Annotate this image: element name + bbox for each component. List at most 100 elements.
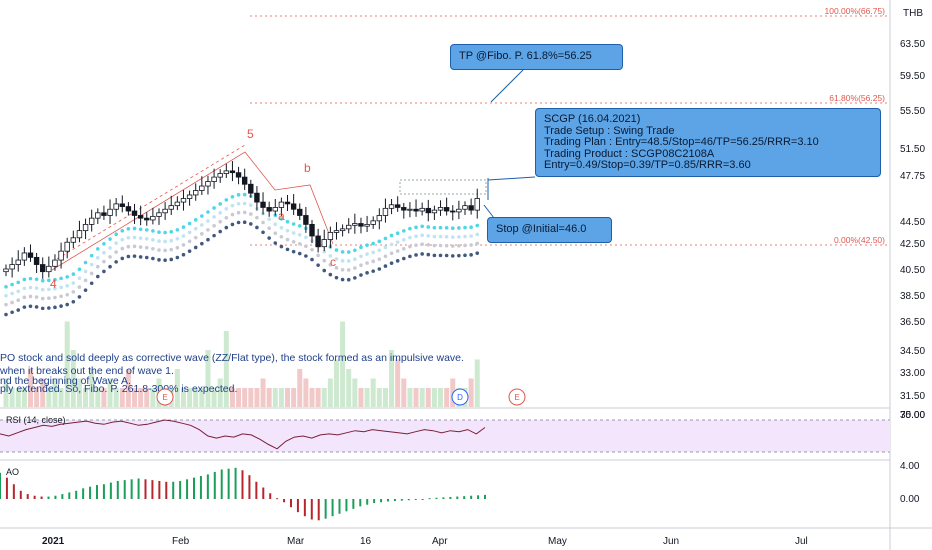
volume-bar xyxy=(193,388,199,407)
candle-body xyxy=(290,203,297,210)
ao-bar xyxy=(290,499,292,508)
volume-bar xyxy=(401,378,407,407)
volume-bar xyxy=(468,378,474,407)
volume-bar xyxy=(113,388,119,407)
ao-bar xyxy=(40,496,43,499)
ma-dot xyxy=(200,232,204,236)
ao-bar xyxy=(484,494,486,499)
ma-dot xyxy=(334,275,339,280)
event-marker[interactable]: D xyxy=(451,388,469,406)
ao-bar xyxy=(151,480,154,499)
candle-body xyxy=(235,172,242,178)
volume-bar xyxy=(254,388,260,407)
ma-dot xyxy=(346,268,351,272)
trade-setup-callout[interactable]: SCGP (16.04.2021) Trade Setup : Swing Tr… xyxy=(535,108,881,177)
candle-body xyxy=(229,170,236,174)
candle-body xyxy=(150,215,156,221)
volume-bar xyxy=(315,388,321,407)
ma-dot xyxy=(408,226,412,231)
ma-dot xyxy=(432,243,437,248)
ma-dot xyxy=(236,220,241,225)
volume-bar xyxy=(395,359,401,407)
ma-dot xyxy=(420,242,424,246)
ma-dot xyxy=(408,254,412,259)
ao-bar xyxy=(310,499,313,520)
ma-dot xyxy=(267,236,271,240)
ma-dot xyxy=(22,295,27,300)
ma-dot xyxy=(187,249,192,253)
ma-dot xyxy=(96,274,100,279)
ao-bar xyxy=(400,499,403,501)
ma-dot xyxy=(285,219,290,224)
ma-dot xyxy=(200,214,204,218)
volume-bar xyxy=(180,388,186,407)
volume-bar xyxy=(272,388,278,407)
ma-dot xyxy=(224,215,229,220)
candle-body xyxy=(358,223,364,227)
ma-dot xyxy=(450,235,455,239)
ma-dot xyxy=(59,276,63,281)
ao-bar xyxy=(393,499,396,502)
candle-body xyxy=(199,185,205,191)
event-marker[interactable]: E xyxy=(156,388,174,406)
ma-dot xyxy=(365,261,369,265)
ma-dot xyxy=(420,233,424,238)
volume-bar xyxy=(211,388,217,407)
candle-body xyxy=(401,207,407,211)
ao-bar xyxy=(130,479,133,499)
ma-dot xyxy=(151,246,155,251)
candle-body xyxy=(82,223,89,232)
candle-body xyxy=(248,183,254,194)
ma-dot xyxy=(279,244,284,249)
volume-bar xyxy=(376,388,382,407)
ma-dot xyxy=(83,278,88,283)
time-tick-label: Apr xyxy=(432,536,448,547)
analysis-note-3: nd the beginning of Wave A. xyxy=(0,375,131,387)
ma-dot xyxy=(236,210,241,215)
stop-callout-pointer xyxy=(483,204,495,219)
stop-callout[interactable]: Stop @Initial=46.0 xyxy=(487,217,612,243)
ao-bar xyxy=(380,499,383,503)
volume-bar xyxy=(419,388,425,407)
ma-dot xyxy=(432,253,437,258)
candle-body xyxy=(321,239,327,248)
ma-dot xyxy=(334,257,339,261)
ma-dot xyxy=(200,223,204,227)
ma-dot xyxy=(389,261,394,265)
ma-dot xyxy=(365,271,369,275)
ma-dot xyxy=(255,225,259,230)
ma-dot xyxy=(457,226,461,230)
ma-dot xyxy=(383,264,388,268)
ao-bar xyxy=(82,488,85,499)
candle-body xyxy=(266,207,272,212)
ma-dot xyxy=(187,230,192,235)
tp-callout[interactable]: TP @Fibo. P. 61.8%=56.25 xyxy=(450,44,623,70)
ao-bar xyxy=(193,477,195,499)
price-axis[interactable]: 63.50 59.50 55.50 51.50 47.75 44.50 42.50 40.50… xyxy=(900,39,925,421)
ao-bar xyxy=(276,498,279,500)
ma-dot xyxy=(371,259,376,264)
ma-dot xyxy=(53,305,57,310)
ma-dot xyxy=(138,236,143,240)
ma-dot xyxy=(151,256,155,261)
volume-bar xyxy=(413,388,419,407)
fib-level-label: 61.80%(56.25) xyxy=(829,93,885,103)
ma-dot xyxy=(212,233,216,238)
ma-dot xyxy=(132,254,137,258)
ao-bar xyxy=(477,495,480,499)
candle-body xyxy=(156,212,162,217)
wave-label-c: c xyxy=(330,255,336,269)
candles xyxy=(3,161,480,279)
ma-dot xyxy=(187,221,192,226)
candle-body xyxy=(113,203,119,210)
time-axis[interactable]: 2021 Feb Mar 16 Apr May Jun Jul xyxy=(42,536,808,547)
ma-dot xyxy=(475,251,480,255)
ma-dot xyxy=(420,224,424,229)
ma-dot xyxy=(457,244,461,248)
volume-bar xyxy=(76,378,82,407)
currency-label: THB xyxy=(903,8,923,19)
moving-average-dots xyxy=(4,192,480,317)
ma-dot xyxy=(438,253,443,258)
event-marker[interactable]: E xyxy=(508,388,526,406)
